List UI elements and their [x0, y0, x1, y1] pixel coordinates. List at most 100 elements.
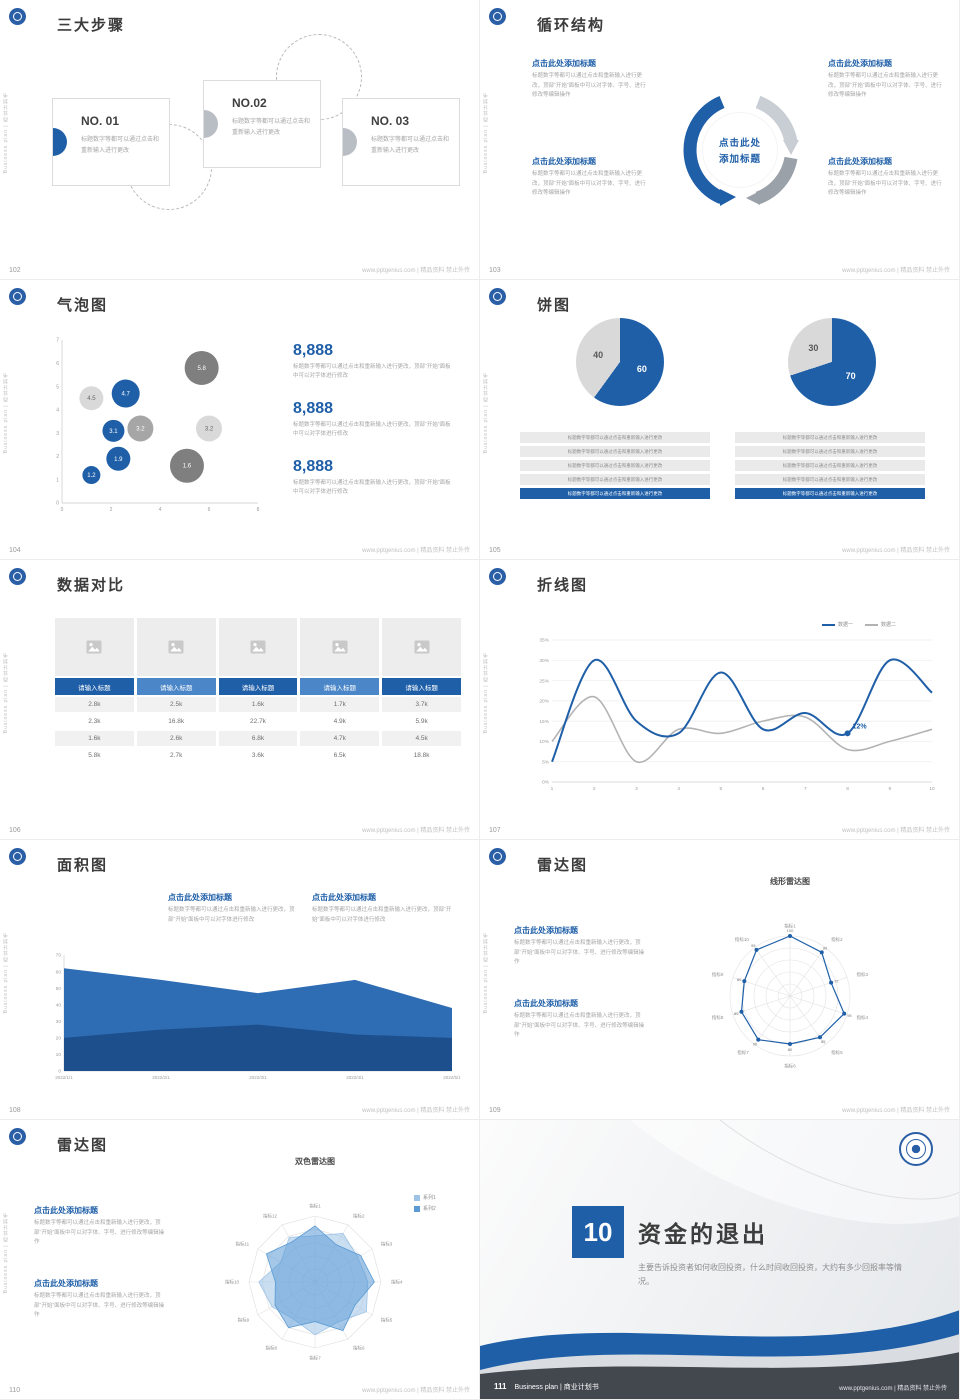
svg-text:10: 10	[929, 786, 935, 792]
block-heading: 点击此处添加标题	[828, 59, 892, 68]
chart-title: 线形雷达图	[770, 877, 810, 886]
text-block-2: 点击此处添加标题 标题数字等都可以通过点击和重新输入进行更改，顶部“开始”面板中…	[34, 1278, 169, 1321]
svg-text:0: 0	[56, 501, 59, 507]
side-label: Business plan | 商业计划书	[3, 1212, 9, 1294]
slide-line-chart[interactable]: 数据一 数据二 0% 5% 10% 15% 20% 25% 30% 35% 1 2 3 4 5 6 7 8 9 1…	[480, 560, 960, 840]
svg-text:指标3: 指标3	[857, 971, 869, 978]
table-cell: 2.7k	[136, 748, 216, 763]
page-number: 111	[494, 1382, 507, 1391]
svg-text:指标2: 指标2	[353, 1213, 365, 1220]
stat-value: 8,888	[293, 458, 334, 475]
university-logo	[489, 848, 506, 865]
caption-bar: 标题数字等都可以通过点击和重新输入进行更改	[735, 474, 925, 485]
table-cell: 18.8k	[382, 748, 461, 763]
table-cell: 1.7k	[300, 697, 380, 712]
legend-swatch-line	[822, 623, 835, 626]
svg-text:10%: 10%	[539, 739, 549, 745]
table-header: 请输入标题	[300, 678, 380, 695]
block-heading: 点击此处添加标题	[312, 893, 376, 902]
slide-data-comparison[interactable]: 请输入标题 请输入标题 请输入标题 请输入标题 请输入标题 2.8k 2.5k 1.6k 1.7…	[0, 560, 480, 840]
step-number: NO. 03	[371, 114, 410, 128]
slide-radar-dual[interactable]: 双色雷达图 系列1 系列2 点击此处添加标题 标题数字等都可以通过点击和重新输入…	[0, 1120, 480, 1400]
section-swoosh-graphics	[480, 1120, 959, 1399]
table-cell: 1.6k	[218, 697, 298, 712]
logo-ring-icon	[493, 292, 502, 301]
radar-dual-chart: 指标1 指标2 指标3 指标4 指标5 指标6 指标7 指标8 指标9 指标10 指标11 指标12	[220, 1178, 410, 1388]
image-placeholder	[300, 618, 380, 676]
block-body: 标题数字等都可以通过点击和重新输入进行更改，顶部“开始”面板中可以对字体进行修改	[312, 907, 452, 923]
block-body: 标题数字等都可以通过点击和重新输入进行更改，顶部“开始”面板中可以对字体、字号、…	[514, 1013, 645, 1039]
block-body: 标题数字等都可以通过点击和重新输入进行更改，顶部“开始”面板中可以对字体进行修改	[168, 907, 295, 923]
block-heading: 点击此处添加标题	[34, 1279, 98, 1288]
slide-three-steps[interactable]: NO. 01 标题数字等都可以通过点击和重新输入进行更改 NO.02 标题数字等…	[0, 0, 480, 280]
page-number: 106	[9, 827, 21, 834]
svg-text:0: 0	[61, 507, 64, 513]
svg-text:60: 60	[56, 969, 62, 975]
side-label: Business plan | 商业计划书	[3, 372, 9, 454]
half-disc-icon	[343, 128, 357, 156]
line-series	[551, 658, 933, 763]
slide-bubble-chart[interactable]: 0 1 2 3 4 5 6 7 0 2 4 6 8 4.5 4.7 5.8 3.1 3.2 3.2 1.9 1.6 1.2…	[0, 280, 480, 560]
logo-ring-icon	[493, 572, 502, 581]
watermark: www.pptgenius.com | 精品资料 禁止外传	[842, 268, 950, 274]
step-description: 标题数字等都可以通过点击和重新输入进行更改	[232, 119, 311, 136]
image-placeholder-icon	[250, 640, 266, 654]
table-cell: 4.7k	[300, 731, 380, 746]
slide-cycle-structure[interactable]: 点击此处 添加标题 点击此处添加标题 标题数字等都可以通过点击和重新输入进行更改…	[480, 0, 960, 280]
svg-text:指标4: 指标4	[391, 1279, 403, 1286]
page-number: 103	[489, 267, 501, 274]
stat-description: 标题数字等都可以通过点击和重新输入进行更改，顶部“开始”面板中可以对字体进行修改	[293, 480, 451, 496]
cycle-center: 点击此处 添加标题	[703, 113, 777, 187]
svg-text:72: 72	[834, 978, 839, 983]
slide-title: 雷达图	[57, 1137, 109, 1154]
caption-bar: 标题数字等都可以通过点击和重新输入进行更改	[735, 460, 925, 471]
caption-bar: 标题数字等都可以通过点击和重新输入进行更改	[520, 446, 710, 457]
slide-section-divider[interactable]: 10 资金的退出 主要告诉投资者如何收回投资，什么时间收回投资，大约有多少回报率…	[480, 1120, 960, 1400]
highlight-point	[844, 730, 851, 737]
university-logo	[489, 8, 506, 25]
svg-text:5: 5	[56, 384, 59, 390]
text-block-top-right: 点击此处添加标题 标题数字等都可以通过点击和重新输入进行更改，顶部“开始”面板中…	[828, 58, 946, 101]
text-block-1: 点击此处添加标题 标题数字等都可以通过点击和重新输入进行更改，顶部“开始”面板中…	[514, 925, 649, 968]
caption-bar: 标题数字等都可以通过点击和重新输入进行更改	[735, 432, 925, 443]
university-logo	[9, 1128, 26, 1145]
text-block-bottom-right: 点击此处添加标题 标题数字等都可以通过点击和重新输入进行更改，顶部“开始”面板中…	[828, 156, 946, 199]
watermark: www.pptgenius.com | 精品资料 禁止外传	[842, 548, 950, 554]
block-heading: 点击此处添加标题	[514, 999, 578, 1008]
svg-text:3.2: 3.2	[205, 426, 214, 432]
university-logo	[9, 568, 26, 585]
text-block-1: 点击此处添加标题 标题数字等都可以通过点击和重新输入进行更改，顶部“开始”面板中…	[168, 892, 300, 925]
legend-label: 数据一	[838, 622, 854, 628]
stat-block-3: 8,888 标题数字等都可以通过点击和重新输入进行更改，顶部“开始”面板中可以对…	[293, 458, 451, 498]
side-label: Business plan | 商业计划书	[3, 652, 9, 734]
image-placeholder	[55, 618, 134, 676]
text-block-1: 点击此处添加标题 标题数字等都可以通过点击和重新输入进行更改，顶部“开始”面板中…	[34, 1205, 169, 1248]
svg-text:指标5: 指标5	[831, 1049, 843, 1056]
svg-text:指标3: 指标3	[381, 1241, 393, 1248]
svg-text:15%: 15%	[539, 719, 549, 725]
svg-text:35%: 35%	[539, 638, 549, 644]
table-cell: 16.8k	[136, 714, 216, 729]
svg-text:25%: 25%	[539, 678, 549, 684]
svg-text:3.1: 3.1	[109, 429, 118, 435]
slide-pie-charts[interactable]: 60 40 70 30 标题数字等都可以通过点击和重新输入进行更改 标题数字等都可以通…	[480, 280, 960, 560]
slide-title: 饼图	[537, 297, 572, 314]
svg-text:1.2: 1.2	[87, 473, 96, 479]
caption-bar: 标题数字等都可以通过点击和重新输入进行更改	[520, 460, 710, 471]
pie-slice-label: 30	[808, 343, 819, 354]
cycle-center-line1: 点击此处	[718, 138, 761, 149]
pie-slice-label: 70	[845, 370, 856, 381]
svg-text:3: 3	[635, 786, 638, 792]
comparison-table: 请输入标题 请输入标题 请输入标题 请输入标题 请输入标题 2.8k 2.5k 1.6k 1.7…	[55, 618, 461, 763]
table-header: 请输入标题	[382, 678, 461, 695]
svg-text:指标5: 指标5	[381, 1317, 393, 1324]
page-number: 109	[489, 1107, 501, 1114]
step-card-3: NO. 03 标题数字等都可以通过点击和重新输入进行更改	[342, 98, 460, 186]
caption-bar: 标题数字等都可以通过点击和重新输入进行更改	[735, 488, 925, 499]
page-number: 104	[9, 547, 21, 554]
slide-area-chart[interactable]: 点击此处添加标题 标题数字等都可以通过点击和重新输入进行更改，顶部“开始”面板中…	[0, 840, 480, 1120]
svg-text:20: 20	[56, 1036, 62, 1042]
slide-radar-line[interactable]: 线形雷达图 点击此处添加标题 标题数字等都可以通过点击和重新输入进行更改，顶部“…	[480, 840, 960, 1120]
table-cell: 6.5k	[300, 748, 380, 763]
svg-text:指标6: 指标6	[353, 1344, 365, 1351]
